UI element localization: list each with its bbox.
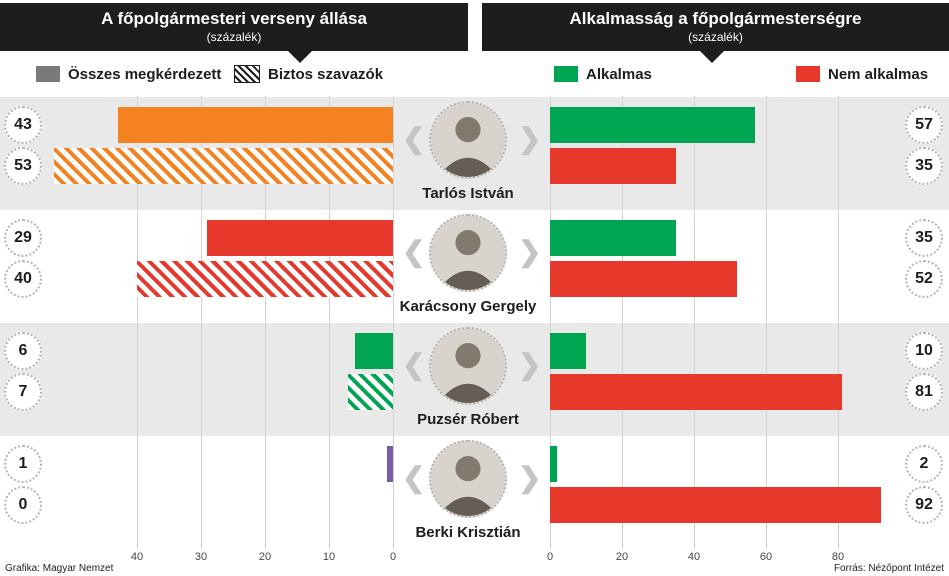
- value-circle-suitable: 57: [905, 106, 943, 144]
- gridline-left-chart: [137, 96, 138, 549]
- gridline-left-chart: [201, 96, 202, 549]
- left-chart-header: A főpolgármesteri verseny állása (százal…: [0, 3, 468, 51]
- left-axis-tick-label: 40: [130, 551, 144, 563]
- left-axis-tick-label: 10: [322, 551, 336, 563]
- right-chart-title: Alkalmasság a főpolgármesterségre: [569, 9, 862, 28]
- chevron-left-icon: ❮: [402, 462, 426, 493]
- right-axis-tick-label: 0: [546, 551, 554, 563]
- legend-not-suitable: Nem alkalmas: [796, 63, 928, 85]
- chevron-right-icon: ❯: [518, 349, 542, 380]
- gridline-left-chart: [329, 96, 330, 549]
- candidate-name: Karácsony Gergely: [399, 298, 537, 315]
- gridline-left-chart: [393, 96, 394, 549]
- chevron-right-icon: ❯: [518, 123, 542, 154]
- bar-not-suitable: [550, 487, 882, 523]
- bar-certain-voters: [137, 261, 393, 297]
- value-circle-certain-voters: 40: [4, 260, 42, 298]
- right-chart-header: Alkalmasság a főpolgármesterségre (száza…: [482, 3, 949, 51]
- bar-certain-voters: [348, 374, 393, 410]
- value-circle-suitable: 10: [905, 332, 943, 370]
- gridline-right-chart: [622, 96, 623, 549]
- all-respondents-swatch: [36, 66, 60, 82]
- value-circle-not-suitable: 92: [905, 486, 943, 524]
- candidate-photo: [429, 101, 507, 179]
- value-circle-all-respondents: 6: [4, 332, 42, 370]
- bar-all-respondents: [386, 446, 393, 482]
- gridline-right-chart: [550, 96, 551, 549]
- value-circle-all-respondents: 43: [4, 106, 42, 144]
- legend-label-certain-voters: Biztos szavazók: [268, 65, 384, 83]
- chevron-left-icon: ❮: [402, 123, 426, 154]
- bar-suitable: [550, 107, 756, 143]
- legend-label-suitable: Alkalmas: [586, 65, 652, 83]
- left-chart-subtitle: (százalék): [206, 30, 262, 44]
- right-axis-tick-label: 20: [615, 551, 629, 563]
- chevron-left-icon: ❮: [402, 236, 426, 267]
- right-axis-tick-label: 60: [759, 551, 773, 563]
- left-axis-tick-label: 0: [389, 551, 397, 563]
- bar-not-suitable: [550, 374, 842, 410]
- candidate-name: Puzsér Róbert: [417, 411, 519, 428]
- value-circle-certain-voters: 7: [4, 373, 42, 411]
- gridline-right-chart: [766, 96, 767, 549]
- bar-suitable: [550, 446, 558, 482]
- legend-certain-voters: Biztos szavazók: [234, 63, 383, 85]
- right-header-pointer: [700, 51, 724, 63]
- left-chart-title: A főpolgármesteri verseny állása: [101, 9, 367, 28]
- candidate-name: Berki Krisztián: [415, 524, 521, 541]
- left-axis-tick-label: 30: [194, 551, 208, 563]
- candidate-photo: [429, 327, 507, 405]
- bar-not-suitable: [550, 148, 676, 184]
- bar-certain-voters: [53, 148, 393, 184]
- right-axis-tick-label: 40: [687, 551, 701, 563]
- value-circle-not-suitable: 52: [905, 260, 943, 298]
- suitable-swatch: [554, 66, 578, 82]
- candidate-name: Tarlós István: [422, 185, 514, 202]
- value-circle-suitable: 35: [905, 219, 943, 257]
- source-text: Forrás: Nézőpont Intézet: [833, 563, 944, 574]
- gridline-right-chart: [694, 96, 695, 549]
- left-axis-tick-label: 20: [258, 551, 272, 563]
- value-circle-all-respondents: 1: [4, 445, 42, 483]
- gridline-left-chart: [265, 96, 266, 549]
- legend-suitable: Alkalmas: [554, 63, 652, 85]
- chevron-left-icon: ❮: [402, 349, 426, 380]
- value-circle-certain-voters: 0: [4, 486, 42, 524]
- gridline-right-chart: [838, 96, 839, 549]
- bar-all-respondents: [354, 333, 393, 369]
- value-circle-suitable: 2: [905, 445, 943, 483]
- value-circle-not-suitable: 81: [905, 373, 943, 411]
- bar-suitable: [550, 220, 676, 256]
- right-chart-subtitle: (százalék): [688, 30, 743, 44]
- value-circle-certain-voters: 53: [4, 147, 42, 185]
- candidate-photo: [429, 440, 507, 518]
- candidate-photo: [429, 214, 507, 292]
- chevron-right-icon: ❯: [518, 462, 542, 493]
- not-suitable-swatch: [796, 66, 820, 82]
- legend-label-all-respondents: Összes megkérdezett: [68, 65, 222, 83]
- left-header-pointer: [288, 51, 312, 63]
- legend-label-not-suitable: Nem alkalmas: [828, 65, 929, 83]
- value-circle-all-respondents: 29: [4, 219, 42, 257]
- bar-not-suitable: [550, 261, 738, 297]
- certain-voters-swatch: [234, 65, 260, 83]
- value-circle-not-suitable: 35: [905, 147, 943, 185]
- credit-text: Grafika: Magyar Nemzet: [5, 563, 114, 574]
- right-axis-tick-label: 80: [831, 551, 845, 563]
- chevron-right-icon: ❯: [518, 236, 542, 267]
- bar-suitable: [550, 333, 586, 369]
- bar-all-respondents: [117, 107, 393, 143]
- bar-all-respondents: [207, 220, 393, 256]
- legend-all-respondents: Összes megkérdezett: [36, 63, 221, 85]
